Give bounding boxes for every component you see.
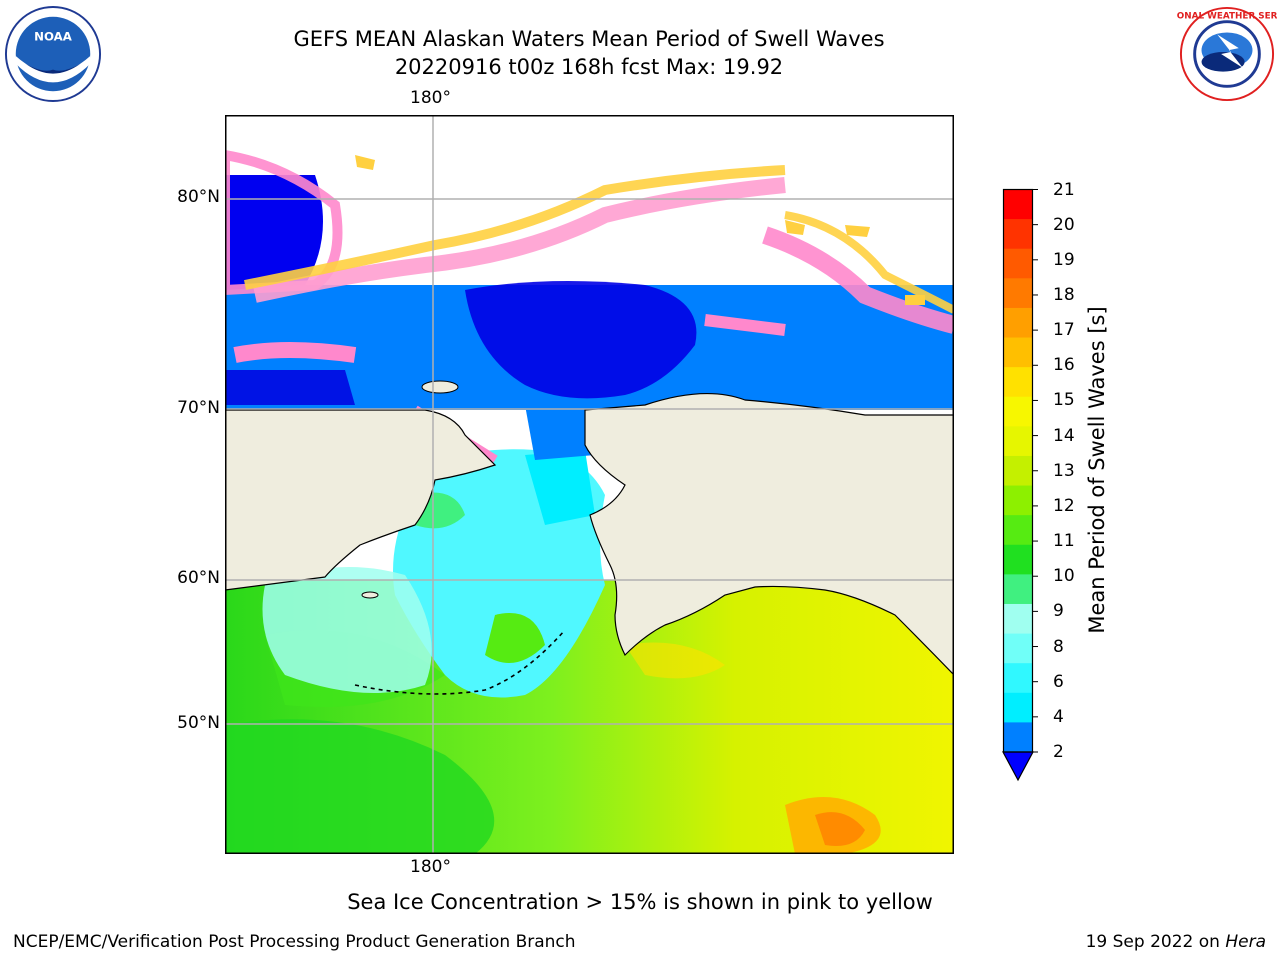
colorbar-tick-label: 4 — [1053, 706, 1064, 727]
footer-host: Hera — [1225, 932, 1266, 952]
colorbar-block — [1003, 574, 1033, 605]
colorbar-block — [1003, 367, 1033, 398]
footer-credit: NCEP/EMC/Verification Post Processing Pr… — [13, 932, 576, 952]
lon-label-top: 180° — [410, 88, 451, 108]
lat-label-70: 70°N — [177, 398, 220, 418]
sea-ice-edge-east — [762, 226, 954, 334]
colorbar-tick-label: 17 — [1053, 320, 1075, 341]
colorbar-extend-arrow — [1003, 752, 1033, 780]
colorbar-tick-label: 20 — [1053, 214, 1075, 235]
colorbar-tick-label: 13 — [1053, 460, 1075, 481]
colorbar-tick-label: 12 — [1053, 495, 1075, 516]
footer-date: 19 Sep 2022 on Hera — [1086, 932, 1266, 952]
colorbar-block — [1003, 189, 1033, 220]
alaska-land — [584, 392, 954, 676]
noaa-logo: NOAA — [4, 5, 102, 103]
aleutian-islands — [354, 629, 566, 695]
colorbar-tick-label: 21 — [1053, 179, 1075, 200]
lat-label-60: 60°N — [177, 568, 220, 588]
colorbar-block — [1003, 455, 1033, 487]
colorbar-block — [1003, 307, 1033, 339]
sea-ice-note: Sea Ice Concentration > 15% is shown in … — [347, 890, 933, 914]
colorbar-tick-label: 16 — [1053, 355, 1075, 376]
colorbar-block — [1003, 337, 1033, 368]
chart-title: GEFS MEAN Alaskan Waters Mean Period of … — [293, 27, 885, 51]
lon-label-bottom: 180° — [410, 857, 451, 877]
colorbar-tick-label: 8 — [1053, 636, 1064, 657]
footer-date-text: 19 Sep 2022 on — [1085, 932, 1220, 952]
colorbar-tick-label: 2 — [1053, 742, 1064, 762]
colorbar-block — [1003, 278, 1033, 309]
colorbar-tick-label: 18 — [1053, 284, 1075, 305]
colorbar-block — [1003, 544, 1033, 575]
siberia-land — [225, 409, 497, 591]
colorbar-tick-label: 6 — [1053, 671, 1064, 692]
colorbar-block — [1003, 515, 1033, 546]
colorbar-block — [1003, 663, 1033, 694]
wrangel-island — [421, 380, 459, 394]
graticule — [225, 115, 954, 854]
colorbar-tick-label: 9 — [1053, 601, 1064, 622]
lat-label-80: 80°N — [177, 187, 220, 207]
colorbar-block — [1003, 603, 1033, 635]
colorbar-block — [1003, 692, 1033, 723]
colorbar-tick-label: 10 — [1053, 566, 1075, 587]
colorbar-tick-label: 14 — [1053, 425, 1075, 446]
colorbar-tick-label: 11 — [1053, 531, 1075, 552]
nws-logo-text: NATIONAL WEATHER SERVICE — [1177, 12, 1277, 22]
colorbar-block — [1003, 248, 1033, 279]
colorbar-block — [1003, 426, 1033, 457]
colorbar-tick-label: 19 — [1053, 249, 1075, 270]
colorbar-block — [1003, 722, 1033, 753]
colorbar-title: Mean Period of Swell Waves [s] — [1085, 306, 1109, 634]
map-border — [225, 115, 954, 854]
map-panel — [225, 115, 954, 854]
colorbar-block — [1003, 396, 1033, 427]
noaa-logo-text: NOAA — [34, 29, 73, 43]
colorbar-block — [1003, 219, 1033, 250]
colorbar-tick-label: 15 — [1053, 390, 1075, 411]
colorbar-block — [1003, 485, 1033, 516]
nws-logo: NATIONAL WEATHER SERVICE — [1177, 6, 1277, 102]
colorbar — [1001, 188, 1038, 782]
lat-label-50: 50°N — [177, 713, 220, 733]
colorbar-block — [1003, 633, 1033, 664]
chart-subtitle: 20220916 t00z 168h fcst Max: 19.92 — [394, 55, 784, 79]
